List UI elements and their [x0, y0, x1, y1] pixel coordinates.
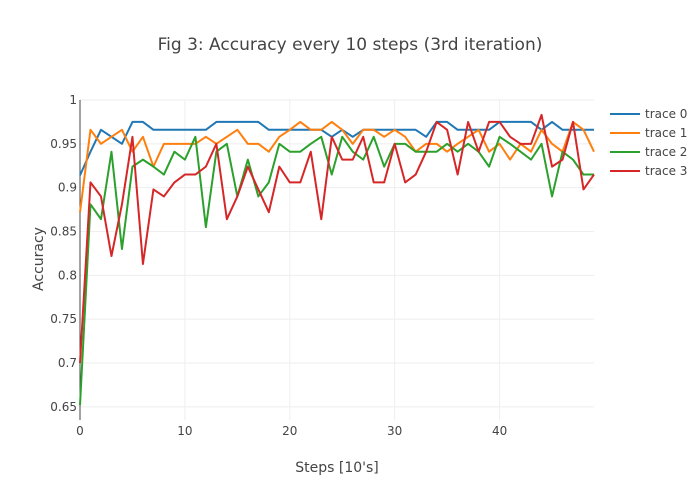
y-tick-label: 0.8 — [58, 268, 77, 282]
x-tick-label: 10 — [177, 424, 192, 438]
chart-title: Fig 3: Accuracy every 10 steps (3rd iter… — [158, 35, 543, 55]
x-axis-title: Steps [10's] — [295, 460, 379, 476]
x-axis-ticks: 0 10 20 30 40 — [76, 424, 507, 438]
series-lines — [79, 113, 595, 406]
legend-item[interactable]: trace 2 — [610, 145, 687, 159]
series-line-trace-2[interactable] — [79, 135, 594, 406]
y-tick-label: 0.9 — [58, 181, 77, 195]
x-tick-label: 30 — [387, 424, 402, 438]
legend-label: trace 0 — [645, 107, 687, 121]
legend-item[interactable]: trace 0 — [610, 107, 687, 121]
y-axis-ticks: 0.65 0.7 0.75 0.8 0.85 0.9 0.95 1 — [50, 93, 77, 414]
y-tick-label: 0.95 — [50, 137, 77, 151]
series-line-trace-1[interactable] — [79, 120, 595, 213]
series-line-trace-3[interactable] — [79, 113, 595, 364]
y-axis-title: Accuracy — [31, 227, 47, 291]
legend-label: trace 3 — [645, 164, 687, 178]
x-tick-label: 40 — [492, 424, 507, 438]
legend-item[interactable]: trace 3 — [610, 164, 687, 178]
y-tick-label: 0.85 — [50, 225, 77, 239]
legend-item[interactable]: trace 1 — [610, 126, 687, 140]
y-tick-label: 0.75 — [50, 312, 77, 326]
legend[interactable]: trace 0 trace 1 trace 2 trace 3 — [610, 107, 687, 178]
legend-label: trace 2 — [645, 145, 687, 159]
x-tick-label: 0 — [76, 424, 84, 438]
x-tick-label: 20 — [282, 424, 297, 438]
legend-label: trace 1 — [645, 126, 687, 140]
y-tick-label: 1 — [69, 93, 77, 107]
series-line-trace-0[interactable] — [79, 120, 594, 176]
y-tick-label: 0.7 — [58, 356, 77, 370]
y-tick-label: 0.65 — [50, 400, 77, 414]
